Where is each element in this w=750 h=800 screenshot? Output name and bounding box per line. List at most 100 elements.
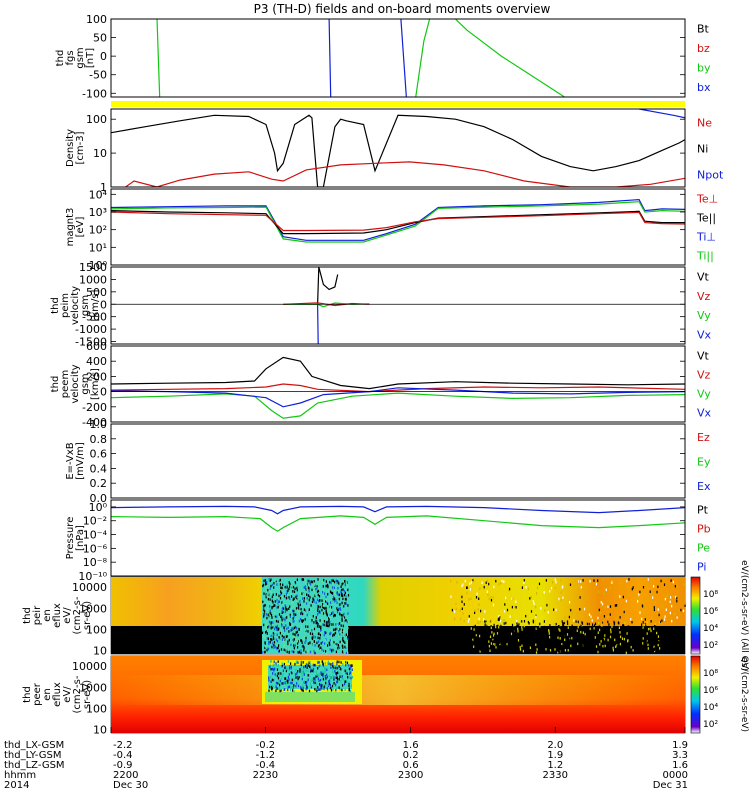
spectrogram-pixel — [670, 579, 672, 582]
spectrogram-pixel — [333, 640, 335, 644]
spectrogram-pixel — [316, 689, 318, 693]
spectrogram-pixel — [321, 684, 323, 687]
spectrogram-pixel — [291, 650, 293, 653]
y-tick-label-peim: 1000 — [79, 273, 107, 286]
spectrogram-pixel — [610, 634, 613, 638]
spectrogram-pixel — [263, 615, 265, 618]
spectrogram-pixel — [319, 688, 321, 691]
spectrogram-pixel — [573, 641, 575, 645]
spectrogram-pixel — [490, 622, 492, 625]
spectrogram-pixel — [277, 620, 279, 623]
spectrogram-pixel — [329, 606, 332, 609]
y-tick-label-fgs: 50 — [93, 32, 107, 45]
spectrogram-pixel — [610, 630, 612, 634]
spectrogram-pixel — [292, 598, 294, 601]
spectrogram-pixel — [669, 600, 671, 604]
spectrogram-pixel — [503, 580, 505, 583]
spectrogram-pixel — [498, 625, 500, 629]
spectrogram-pixel — [635, 637, 637, 641]
spectrogram-pixel — [620, 582, 622, 585]
spectrogram-pixel — [263, 633, 265, 636]
spectrogram-pixel — [473, 645, 475, 648]
spectrogram-pixel — [278, 636, 280, 639]
spectrogram-pixel — [653, 645, 655, 649]
spectrogram-pixel — [623, 610, 625, 614]
spectrogram-pixel — [345, 633, 347, 636]
spectrogram-pixel — [322, 648, 324, 651]
spectrogram-pixel — [609, 613, 611, 616]
spectrogram-pixel — [335, 627, 337, 631]
spectrogram-pixel — [295, 645, 297, 648]
x-row-value: 1.6 — [403, 740, 419, 751]
spectrogram-pixel — [601, 604, 603, 608]
spectrogram-pixel — [290, 688, 292, 692]
spectrogram-pixel — [283, 648, 285, 652]
spectrogram-pixel — [326, 617, 329, 620]
spectrogram-pixel — [316, 578, 318, 581]
spectrogram-pixel — [289, 623, 292, 626]
spectrogram-pixel — [326, 613, 328, 616]
spectrogram-pixel — [307, 586, 309, 589]
spectrogram-pixel — [303, 600, 305, 603]
spectrogram-pixel — [603, 615, 605, 618]
spectrogram-pixel — [635, 648, 637, 651]
spectrogram-pixel — [306, 685, 308, 688]
spectrogram-pixel — [320, 617, 322, 621]
y-tick-label-fgs: -100 — [82, 87, 107, 100]
spectrogram-pixel — [619, 651, 621, 655]
spectrogram-pixel — [277, 628, 279, 632]
spectrogram-pixel — [336, 581, 338, 585]
spectrogram-pixel — [319, 648, 322, 652]
x-row-value: -0.2 — [256, 740, 276, 751]
spectrogram-pixel — [336, 680, 339, 684]
spectrogram-pixel — [317, 609, 319, 612]
spectrogram-pixel — [344, 669, 346, 672]
spectrogram-pixel — [640, 628, 642, 631]
spectrogram-pixel — [276, 583, 278, 586]
spectrogram-pixel — [344, 591, 346, 595]
spectrogram-pixel — [593, 627, 595, 630]
spectrogram-pixel — [309, 665, 311, 668]
spectrogram-pixel — [336, 660, 338, 663]
spectrogram-pixel — [277, 664, 279, 667]
spectrogram-pixel — [300, 607, 302, 611]
panel-frame-fgs — [110, 18, 686, 98]
spectrogram-pixel — [505, 647, 507, 650]
spectrogram-pixel — [345, 619, 347, 622]
spectrogram-pixel — [280, 615, 283, 618]
colorbar-tick-label-peer: 10⁶ — [703, 686, 718, 696]
spectrogram-pixel — [332, 671, 334, 674]
spectrogram-pixel — [322, 604, 324, 607]
spectrogram-pixel — [293, 606, 295, 609]
spectrogram-pixel — [320, 627, 322, 630]
y-axis-label-peim: [km/s] — [90, 289, 101, 321]
spectrogram-pixel — [674, 585, 676, 588]
spectrogram-pixel — [294, 581, 296, 584]
spectrogram-pixel — [657, 640, 659, 644]
legend-entry-peem: Vz — [697, 368, 711, 381]
quality-flag-bar — [111, 101, 685, 107]
spectrogram-pixel — [327, 662, 329, 665]
spectrogram-pixel — [336, 643, 338, 646]
spectrogram-pixel — [318, 625, 320, 628]
spectrogram-pixel — [334, 580, 336, 584]
spectrogram-pixel — [338, 633, 340, 637]
series-line-fgs-2 — [400, 19, 407, 97]
spectrogram-pixel — [300, 663, 302, 666]
spectrogram-pixel — [271, 594, 273, 598]
y-tick-label-peim: -1000 — [75, 323, 107, 336]
spectrogram-pixel — [615, 617, 617, 621]
spectrogram-pixel — [667, 593, 669, 597]
spectrogram-pixel — [318, 599, 320, 603]
spectrogram-pixel — [483, 627, 485, 630]
spectrogram-pixel — [652, 636, 654, 639]
spectrogram-pixel — [318, 589, 320, 593]
spectrogram-pixel — [555, 622, 557, 626]
spectrogram-pixel — [657, 608, 659, 611]
spectrogram-pixel — [609, 605, 612, 608]
spectrogram-pixel — [495, 646, 497, 649]
spectrogram-pixel — [318, 595, 321, 598]
spectrogram-pixel — [349, 670, 351, 673]
spectrogram-pixel — [612, 645, 614, 648]
spectrogram-pixel — [557, 649, 559, 653]
